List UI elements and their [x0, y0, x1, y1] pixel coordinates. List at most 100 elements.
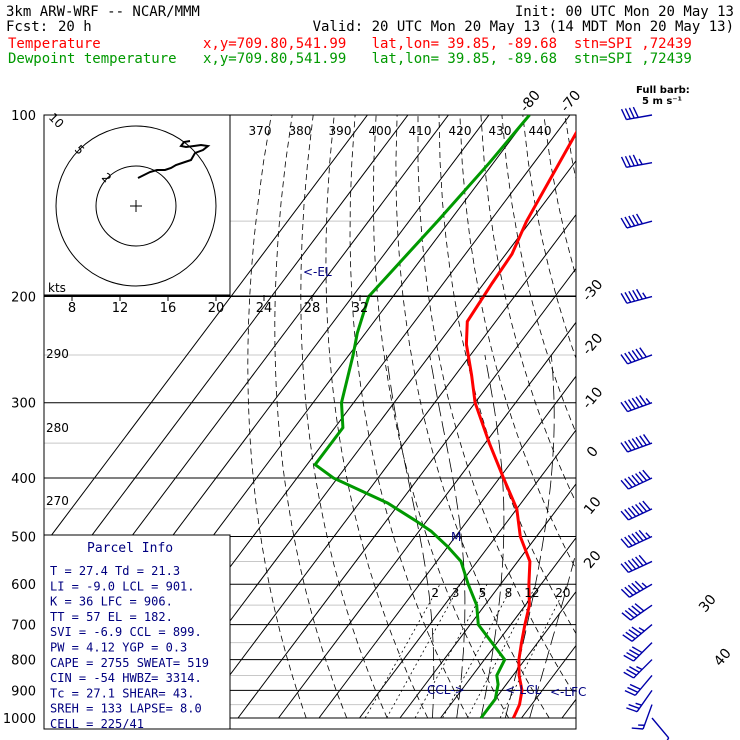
moist-adiabat — [429, 354, 466, 719]
mixing-ratio-label: 3 — [452, 586, 460, 600]
wind-barb-feather — [624, 561, 633, 572]
wind-barb-staff — [628, 560, 653, 574]
dry-adiabat — [670, 115, 740, 718]
temperature-legend-info: x,y=709.80,541.99 lat,lon= 39.85, -89.68… — [203, 36, 692, 52]
parcel-row: SVI = -6.9 CCL = 899. — [50, 625, 202, 639]
isotherm — [561, 698, 576, 719]
wind-barb-feather — [635, 436, 644, 447]
wind-barb-feather — [627, 507, 637, 517]
hodograph-scale-label: 32 — [352, 301, 369, 316]
wind-barb-feather — [635, 556, 644, 567]
wind-barb-feather — [635, 213, 643, 225]
pressure-label: 600 — [11, 578, 36, 593]
wind-barb-staff — [628, 477, 653, 490]
theta-label: 410 — [409, 124, 432, 138]
wind-barb-feather — [632, 289, 640, 301]
wind-barb-feather — [620, 293, 628, 304]
dry-adiabat — [691, 115, 740, 718]
wind-barb-feather — [628, 290, 636, 302]
wind-barb-feather — [638, 554, 648, 565]
dry-adiabat — [712, 115, 740, 718]
parcel-row: CELL = 225/41 — [50, 717, 144, 731]
dry-adiabat — [417, 115, 576, 698]
wind-barb-feather — [639, 395, 647, 406]
parcel-row: CIN = -54 HWBZ= 3314. — [50, 671, 202, 685]
isotherm-label: 20 — [581, 548, 605, 572]
wind-barb-staff — [631, 624, 653, 642]
isotherm-label: -20 — [579, 331, 606, 359]
mixing-ratio-line — [386, 584, 461, 719]
parcel-row: TT = 57 EL = 182. — [50, 610, 173, 624]
freezing-level-marker: M — [451, 530, 461, 544]
wind-barb-feather — [624, 155, 631, 167]
wind-barb-feather — [632, 154, 639, 166]
wind-barb-feather — [627, 351, 636, 362]
isotherm — [278, 321, 576, 719]
parcel-row: T = 27.4 Td = 21.3 — [50, 564, 180, 578]
wind-barb-half-feather — [638, 627, 645, 632]
wind-barb — [620, 469, 653, 490]
wind-barb-feather — [627, 534, 637, 545]
wind-barb — [620, 106, 653, 121]
wind-barb — [624, 674, 653, 696]
wind-barb-feather — [624, 478, 633, 488]
wind-barb-feather — [624, 609, 635, 619]
wind-barb — [620, 580, 653, 598]
mixing-ratio-line — [467, 584, 537, 719]
wind-barb-feather — [627, 584, 637, 594]
wind-barb-feather — [631, 474, 640, 485]
isotherm — [480, 590, 576, 719]
wind-barb-feather — [627, 559, 637, 570]
wind-barb-feather — [622, 634, 633, 642]
pressure-label: 1000 — [3, 712, 36, 727]
wind-barb-feather — [631, 605, 641, 614]
wind-barb — [620, 529, 653, 549]
theta-label: 290 — [46, 347, 69, 361]
wind-barb-feather — [642, 500, 651, 511]
wind-barb-feather — [632, 214, 640, 226]
wind-barb — [622, 624, 653, 642]
wind-barb-feather — [627, 476, 637, 487]
parcel-box — [43, 534, 231, 730]
theta-label: 430 — [489, 124, 512, 138]
isotherm-label: -70 — [557, 88, 584, 116]
wind-barb-feather — [635, 503, 644, 514]
mixing-ratio-line — [414, 584, 488, 719]
wind-barb-feather — [631, 727, 644, 730]
wind-barb-feather — [631, 505, 640, 516]
wind-barb-feather — [628, 107, 635, 119]
wind-barb-feather — [624, 352, 632, 363]
parcel-row: CAPE = 2755 SWEAT= 519 — [50, 656, 209, 670]
wind-barb — [620, 347, 653, 365]
dry-adiabat — [649, 115, 740, 718]
isotherm — [318, 375, 576, 719]
theta-label: 270 — [46, 494, 69, 508]
wind-barb — [620, 213, 653, 229]
wind-barb-staff — [627, 354, 653, 365]
dewpoint-legend-info: x,y=709.80,541.99 lat,lon= 39.85, -89.68… — [203, 51, 692, 67]
wind-barb-feather — [631, 626, 642, 635]
wind-barb-staff — [626, 220, 653, 229]
wind-barb — [623, 642, 653, 662]
parcel-title: Parcel Info — [87, 541, 173, 556]
isotherm-label: -10 — [579, 384, 606, 412]
isotherm-label: 10 — [581, 494, 605, 518]
theta-label: 380 — [289, 124, 312, 138]
wind-barb-feather — [626, 651, 637, 659]
theta-label: 440 — [529, 124, 552, 138]
wind-barb-half-feather — [638, 158, 643, 165]
parcel-row: Tc = 27.1 SHEAR= 43. — [50, 686, 195, 700]
wind-barb-staff — [642, 704, 653, 730]
wind-barb-feather — [635, 531, 644, 542]
dry-adiabat — [459, 115, 576, 570]
model-title: 3km ARW-WRF -- NCAR/MMM — [6, 4, 200, 20]
wind-barb — [626, 690, 653, 713]
wind-barb-feather — [628, 629, 639, 637]
wind-barb-feather — [620, 442, 629, 453]
wind-barb-staff — [626, 295, 653, 304]
wind-barb-feather — [624, 216, 632, 228]
forecast-label: Fcst: — [6, 19, 49, 35]
wind-barb-staff — [636, 690, 653, 713]
moist-adiabat — [480, 354, 505, 719]
wind-barb-feather — [620, 401, 629, 413]
